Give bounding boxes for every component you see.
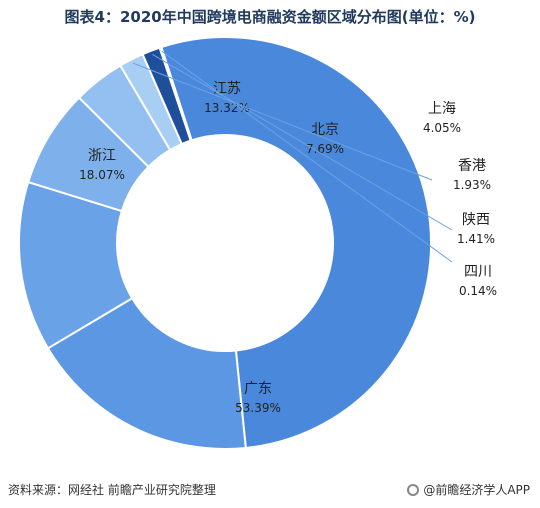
brand-credit: @前瞻经济学人APP — [407, 481, 530, 498]
category-label-香港: 香港 — [458, 158, 486, 174]
category-label-北京: 北京 — [311, 122, 339, 138]
brand-text: @前瞻经济学人APP — [423, 483, 530, 497]
leader-line-陕西 — [152, 54, 453, 231]
slice-广东 — [160, 36, 432, 450]
source-note: 资料来源：网经社 前瞻产业研究院整理 — [8, 483, 216, 497]
value-label-浙江: 18.07% — [79, 168, 125, 182]
value-label-四川: 0.14% — [459, 284, 497, 298]
slice-四川 — [158, 45, 193, 142]
value-label-香港: 1.93% — [453, 178, 491, 192]
value-label-广东: 53.39% — [235, 401, 281, 415]
leader-line-四川 — [161, 50, 453, 263]
category-label-陕西: 陕西 — [462, 212, 490, 228]
value-label-陕西: 1.41% — [457, 232, 495, 246]
category-label-江苏: 江苏 — [213, 81, 241, 97]
category-label-广东: 广东 — [244, 381, 272, 397]
slice-浙江 — [46, 296, 247, 450]
brand-logo-icon — [407, 483, 420, 496]
category-label-上海: 上海 — [428, 101, 456, 117]
value-label-北京: 7.69% — [306, 142, 344, 156]
chart-title: 图表4：2020年中国跨境电商融资金额区域分布图(单位：%) — [64, 8, 476, 26]
category-label-浙江: 浙江 — [88, 148, 116, 164]
leader-line-香港 — [132, 62, 433, 181]
value-label-上海: 4.05% — [423, 121, 461, 135]
category-label-四川: 四川 — [464, 264, 492, 280]
